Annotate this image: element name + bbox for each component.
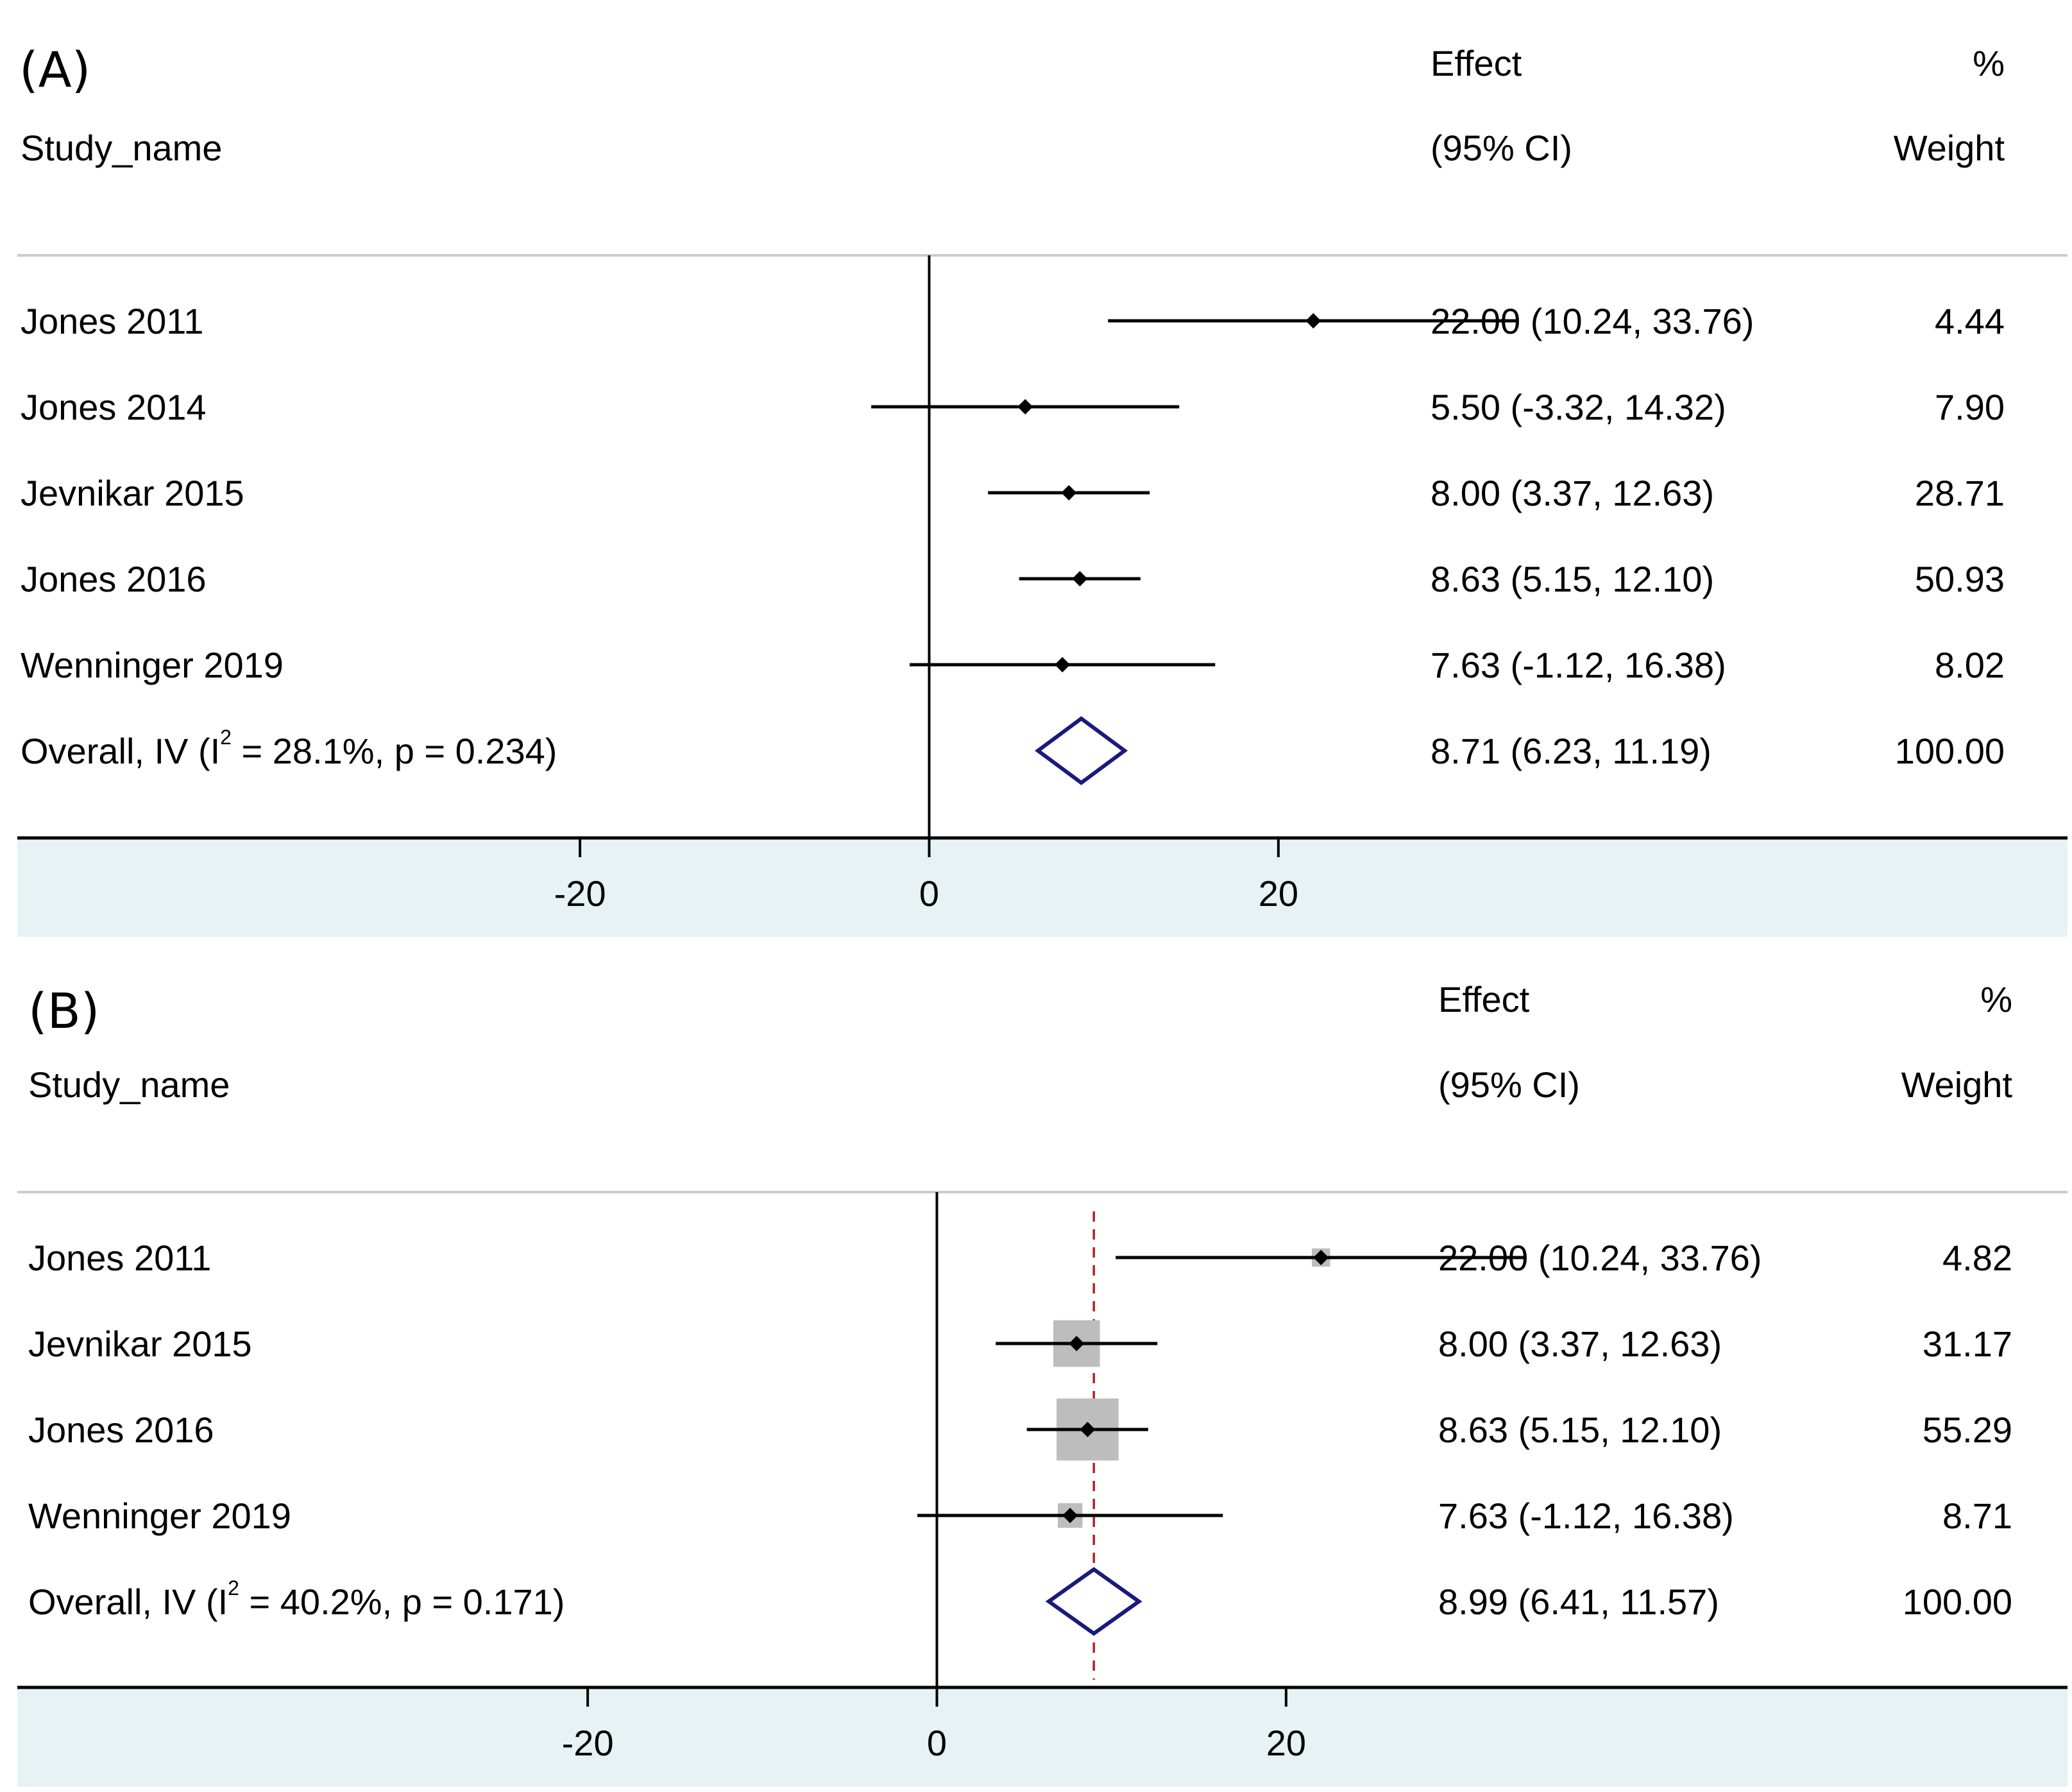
- study-row: Jones 2011 22.00 (10.24, 33.76) 4.82: [28, 1238, 2012, 1278]
- point-estimate-marker: [1305, 313, 1321, 329]
- study-name: Jones 2011: [28, 1238, 211, 1278]
- effect-ci-value: 22.00 (10.24, 33.76): [1438, 1238, 1762, 1278]
- effect-ci-value: 8.63 (5.15, 12.10): [1431, 559, 1714, 599]
- effect-ci-value: 7.63 (-1.12, 16.38): [1438, 1496, 1734, 1536]
- header-percent: %: [1973, 43, 2005, 83]
- study-row: Jones 2014 5.50 (-3.32, 14.32) 7.90: [21, 387, 2005, 427]
- study-name: Jevnikar 2015: [21, 473, 244, 513]
- overall-row: Overall, IV (I2 = 28.1%, p = 0.234) 8.71 …: [21, 716, 2005, 785]
- study-name: Jones 2016: [21, 559, 207, 599]
- study-name: Jones 2014: [21, 387, 207, 427]
- overall-diamond: [1045, 1567, 1142, 1636]
- weight-value: 7.90: [1935, 387, 2005, 427]
- point-estimate-marker: [1055, 657, 1071, 672]
- overall-label: Overall, IV (I2 = 40.2%, p = 0.171): [28, 1576, 565, 1622]
- study-row: Wenninger 2019 7.63 (-1.12, 16.38) 8.02: [21, 645, 2005, 685]
- weight-value: 8.02: [1935, 645, 2005, 685]
- x-tick-label: -20: [562, 1723, 614, 1763]
- study-row: Jevnikar 2015 8.00 (3.37, 12.63) 31.17: [28, 1320, 2012, 1367]
- effect-ci-value: 22.00 (10.24, 33.76): [1431, 301, 1754, 341]
- forest-plot-panel-a: (A) Study_name Effect (95% CI)% Weight Jones …: [17, 41, 2068, 937]
- overall-weight-value: 100.00: [1895, 731, 2005, 771]
- panel-label: (A): [19, 41, 90, 98]
- overall-effect-ci-value: 8.71 (6.23, 11.19): [1431, 731, 1711, 771]
- study-row: Jevnikar 2015 8.00 (3.37, 12.63) 28.71: [21, 473, 2005, 513]
- effect-ci-value: 7.63 (-1.12, 16.38): [1431, 645, 1726, 685]
- forest-plot-b-svg: (B) Study_name Effect (95% CI)% Weight Jones …: [17, 979, 2068, 1787]
- effect-ci-value: 8.00 (3.37, 12.63): [1438, 1324, 1722, 1364]
- point-estimate-marker: [1061, 485, 1077, 500]
- overall-row: Overall, IV (I2 = 40.2%, p = 0.171) 8.99 …: [28, 1567, 2012, 1636]
- axis-band: [17, 838, 2068, 937]
- study-row: Jones 2016 8.63 (5.15, 12.10) 50.93: [21, 559, 2005, 599]
- header-ci: (95% CI): [1431, 128, 1572, 168]
- study-name: Wenninger 2019: [21, 645, 284, 685]
- header-percent: %: [1980, 979, 2012, 1020]
- header-weight: Weight: [1901, 1064, 2013, 1105]
- weight-value: 28.71: [1915, 473, 2005, 513]
- study-name: Wenninger 2019: [28, 1496, 291, 1536]
- header-weight: Weight: [1894, 128, 2005, 168]
- x-tick-label: 0: [919, 873, 939, 914]
- forest-plot-a-svg: (A) Study_name Effect (95% CI)% Weight Jones …: [17, 41, 2068, 937]
- study-row: Jones 2016 8.63 (5.15, 12.10) 55.29: [28, 1398, 2012, 1461]
- x-tick-label: -20: [554, 873, 606, 914]
- header-ci: (95% CI): [1438, 1064, 1580, 1105]
- point-estimate-marker: [1313, 1250, 1329, 1265]
- study-name: Jones 2011: [21, 301, 203, 341]
- effect-ci-value: 8.63 (5.15, 12.10): [1438, 1410, 1722, 1450]
- panel-label: (B): [28, 982, 99, 1039]
- weight-value: 50.93: [1915, 559, 2005, 599]
- overall-effect-ci-value: 8.99 (6.41, 11.57): [1438, 1582, 1719, 1622]
- x-tick-label: 20: [1259, 873, 1298, 914]
- weight-value: 8.71: [1942, 1496, 2012, 1536]
- weight-value: 31.17: [1923, 1324, 2012, 1364]
- x-tick-label: 0: [927, 1723, 947, 1763]
- header-effect: Effect: [1438, 979, 1530, 1020]
- overall-weight-value: 100.00: [1903, 1582, 2012, 1622]
- header-study-name: Study_name: [21, 128, 222, 168]
- study-name: Jevnikar 2015: [28, 1324, 252, 1364]
- weight-value: 55.29: [1923, 1410, 2012, 1450]
- header-effect: Effect: [1431, 43, 1522, 83]
- study-row: Wenninger 2019 7.63 (-1.12, 16.38) 8.71: [28, 1496, 2012, 1536]
- point-estimate-marker: [1069, 1336, 1085, 1351]
- effect-ci-value: 8.00 (3.37, 12.63): [1431, 473, 1714, 513]
- overall-label: Overall, IV (I2 = 28.1%, p = 0.234): [21, 726, 557, 771]
- point-estimate-marker: [1017, 399, 1033, 414]
- forest-plot-panel-b: (B) Study_name Effect (95% CI)% Weight Jones …: [0, 937, 2072, 1792]
- weight-value: 4.82: [1942, 1238, 2012, 1278]
- study-name: Jones 2016: [28, 1410, 214, 1450]
- weight-value: 4.44: [1935, 301, 2005, 341]
- study-row: Jones 2011 22.00 (10.24, 33.76) 4.44: [21, 301, 2005, 341]
- header-study-name: Study_name: [28, 1064, 230, 1105]
- point-estimate-marker: [1080, 1422, 1096, 1437]
- effect-ci-value: 5.50 (-3.32, 14.32): [1431, 387, 1726, 427]
- x-tick-label: 20: [1266, 1723, 1306, 1763]
- point-estimate-marker: [1072, 571, 1088, 586]
- point-estimate-marker: [1062, 1508, 1078, 1523]
- axis-band: [17, 1687, 2068, 1787]
- overall-diamond: [1035, 716, 1128, 785]
